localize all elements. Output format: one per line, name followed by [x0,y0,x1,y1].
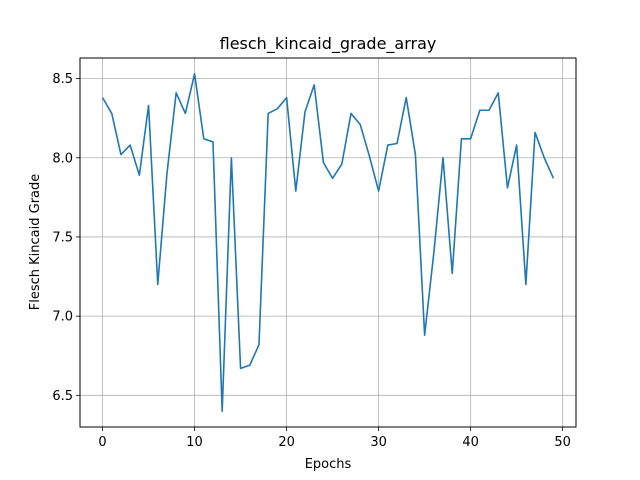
y-axis-label: Flesch Kincaid Grade [28,174,43,311]
y-axis-ticks: 6.5 7.0 7.5 8.0 8.5 [52,72,80,404]
x-axis-label: Epochs [305,457,352,472]
y-tick-label: 7.5 [52,230,73,245]
x-tick-label: 0 [98,435,106,450]
grid-lines [80,58,576,427]
plot-frame [79,57,577,428]
x-tick-label: 40 [462,435,479,450]
chart-title: flesch_kincaid_grade_array [220,34,437,54]
x-tick-label: 50 [554,435,571,450]
x-tick-label: 30 [370,435,387,450]
y-tick-label: 7.0 [52,310,73,325]
y-tick-label: 8.5 [52,72,73,87]
x-axis-ticks: 0 10 20 30 40 50 [98,427,571,450]
series-line [101,73,555,412]
y-tick-label: 6.5 [52,389,73,404]
x-tick-label: 10 [186,435,203,450]
x-tick-label: 20 [278,435,295,450]
y-tick-label: 8.0 [52,151,73,166]
series-line-group [101,73,555,412]
